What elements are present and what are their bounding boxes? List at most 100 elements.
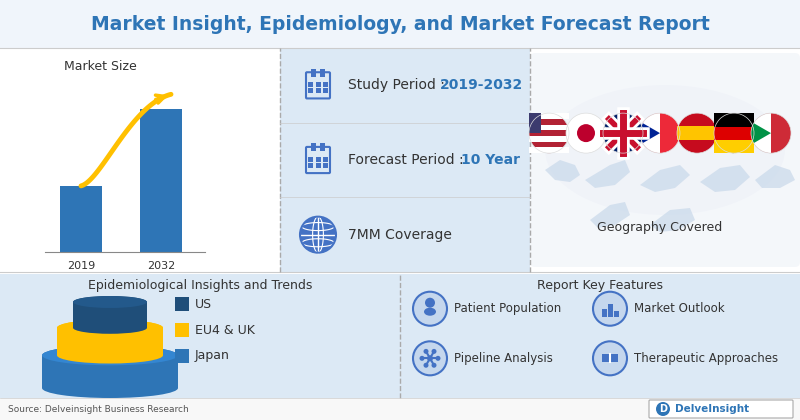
Circle shape (677, 113, 717, 153)
Bar (175, 323, 189, 337)
Polygon shape (590, 202, 630, 228)
Circle shape (751, 113, 791, 153)
Bar (607, 304, 613, 317)
Wedge shape (714, 113, 734, 153)
Bar (57, 328, 163, 355)
FancyBboxPatch shape (306, 72, 330, 98)
Polygon shape (545, 160, 580, 182)
Circle shape (423, 363, 429, 368)
Wedge shape (640, 113, 660, 153)
Ellipse shape (42, 378, 178, 398)
Circle shape (714, 113, 754, 153)
Bar (529, 147, 569, 153)
FancyBboxPatch shape (649, 400, 793, 418)
Bar (140, 109, 182, 252)
Wedge shape (751, 123, 771, 143)
Text: Geography Covered: Geography Covered (598, 220, 722, 234)
Text: Market Insight, Epidemiology, and Market Forecast Report: Market Insight, Epidemiology, and Market… (90, 15, 710, 34)
Ellipse shape (73, 322, 147, 334)
Circle shape (425, 298, 435, 308)
Text: DelveInsight: DelveInsight (675, 404, 749, 414)
Bar (315, 157, 321, 162)
Circle shape (419, 356, 425, 361)
Bar (315, 88, 321, 93)
Bar (529, 113, 569, 119)
Circle shape (593, 341, 627, 375)
Bar (315, 82, 321, 87)
Bar (0, 274, 800, 398)
Bar (320, 143, 325, 151)
Circle shape (577, 124, 595, 142)
Circle shape (593, 292, 627, 326)
Circle shape (656, 402, 670, 416)
Circle shape (427, 355, 433, 361)
Bar (322, 163, 327, 168)
Bar (0, 398, 800, 420)
Ellipse shape (42, 345, 178, 365)
Bar (529, 136, 569, 142)
Text: Therapeutic Approaches: Therapeutic Approaches (634, 352, 778, 365)
Text: Pipeline Analysis: Pipeline Analysis (454, 352, 553, 365)
Text: Market Outlook: Market Outlook (634, 302, 725, 315)
Bar (175, 349, 189, 363)
Text: 10 Year: 10 Year (461, 153, 520, 167)
Ellipse shape (73, 296, 147, 308)
Circle shape (431, 363, 437, 368)
Ellipse shape (545, 85, 785, 215)
Bar (714, 126, 754, 140)
Bar (0, 48, 800, 272)
Text: Japan: Japan (195, 349, 230, 362)
Bar (602, 354, 618, 362)
Circle shape (413, 292, 447, 326)
Circle shape (435, 356, 441, 361)
Bar (714, 126, 754, 140)
Bar (73, 302, 147, 328)
Text: Forecast Period :: Forecast Period : (348, 153, 468, 167)
Ellipse shape (42, 345, 178, 365)
Bar (280, 48, 530, 123)
Polygon shape (755, 165, 795, 188)
Bar (315, 163, 321, 168)
FancyBboxPatch shape (530, 53, 800, 267)
Bar (322, 157, 327, 162)
Circle shape (431, 349, 437, 354)
Bar (311, 68, 316, 76)
Circle shape (300, 217, 336, 253)
Bar (309, 157, 314, 162)
Bar (602, 309, 606, 317)
Text: 2019-2032: 2019-2032 (440, 79, 523, 92)
Circle shape (423, 349, 429, 354)
FancyBboxPatch shape (306, 147, 330, 173)
Bar (175, 297, 189, 311)
Text: Patient Population: Patient Population (454, 302, 562, 315)
Bar (309, 82, 314, 87)
Bar (529, 113, 541, 133)
Bar (614, 311, 618, 317)
Circle shape (566, 113, 606, 153)
Text: Epidemiological Insights and Trends: Epidemiological Insights and Trends (88, 279, 312, 292)
Text: Market Size: Market Size (64, 60, 136, 73)
Text: 7MM Coverage: 7MM Coverage (348, 228, 452, 241)
Bar (60, 186, 102, 252)
Text: 2019: 2019 (67, 261, 95, 271)
Polygon shape (640, 165, 690, 192)
Wedge shape (751, 113, 771, 153)
Wedge shape (640, 123, 660, 143)
Ellipse shape (57, 347, 163, 364)
Polygon shape (700, 165, 750, 192)
Bar (280, 123, 530, 197)
Circle shape (603, 113, 643, 153)
Text: D: D (659, 404, 667, 414)
Text: Report Key Features: Report Key Features (537, 279, 663, 292)
Polygon shape (585, 160, 630, 188)
Circle shape (413, 341, 447, 375)
Bar (309, 88, 314, 93)
Bar (42, 355, 178, 388)
Circle shape (640, 113, 680, 153)
Ellipse shape (424, 308, 436, 316)
Bar (677, 126, 717, 140)
Ellipse shape (73, 296, 147, 308)
Text: Source: Delveinsight Business Research: Source: Delveinsight Business Research (8, 404, 189, 414)
Text: Study Period :: Study Period : (348, 79, 450, 92)
Bar (714, 133, 754, 153)
